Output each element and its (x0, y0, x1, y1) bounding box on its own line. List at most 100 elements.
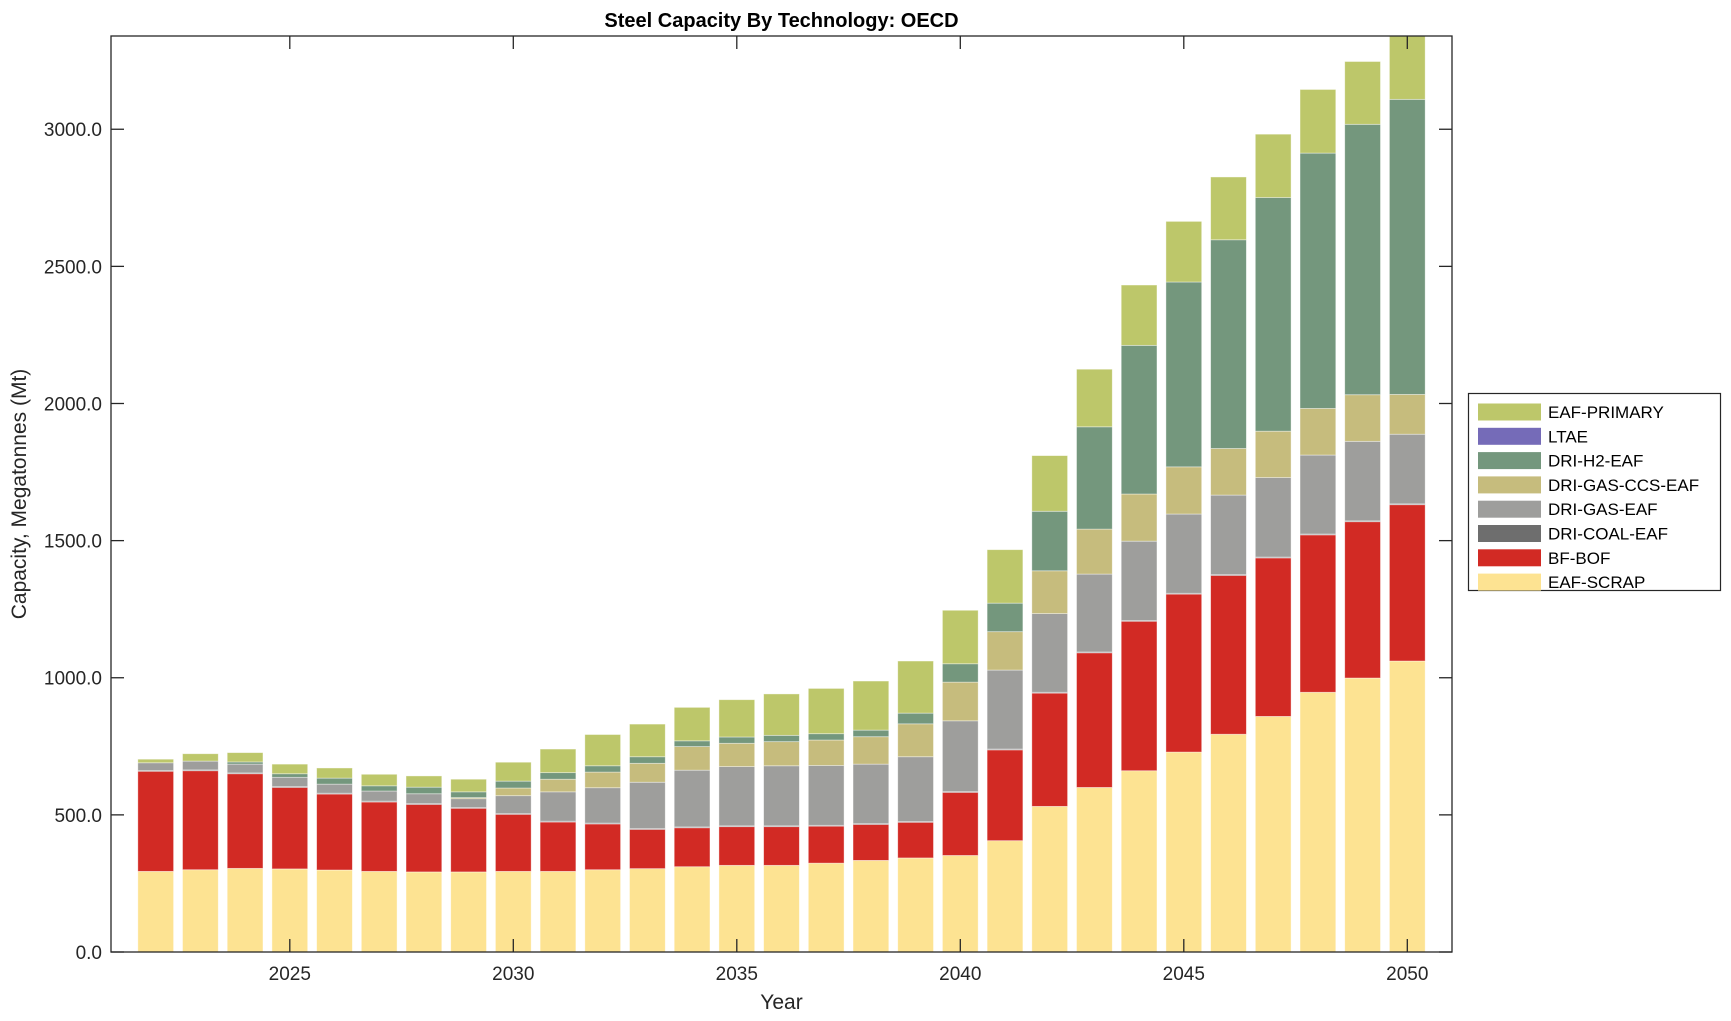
bar-eaf-scrap-2044 (1120, 770, 1158, 952)
bar-eaf-primary-2047 (1254, 133, 1292, 198)
bar-bf-bof-2036 (763, 826, 800, 866)
bar-dri-h2-eaf-2028 (405, 786, 443, 795)
bar-dri-gas-eaf-2028 (405, 793, 443, 805)
legend-label: DRI-COAL-EAF (1548, 525, 1668, 544)
bar-stack-2044 (1120, 284, 1158, 952)
bar-dri-h2-eaf-2049 (1344, 123, 1381, 396)
bar-dri-gas-ccs-eaf-2039 (897, 723, 934, 758)
bar-eaf-scrap-2042 (1031, 805, 1068, 952)
bar-dri-gas-eaf-2040 (942, 720, 979, 792)
legend-label: EAF-PRIMARY (1548, 403, 1664, 422)
bar-dri-gas-eaf-2037 (807, 765, 845, 826)
bar-dri-h2-eaf-2035 (718, 736, 756, 744)
bar-eaf-primary-2031 (539, 748, 577, 774)
bar-dri-h2-eaf-2046 (1210, 239, 1247, 449)
bar-stack-2030 (495, 761, 532, 952)
x-tick-label: 2040 (939, 964, 981, 985)
bar-eaf-scrap-2032 (584, 869, 621, 952)
bar-eaf-primary-2027 (360, 773, 398, 787)
bar-stack-2037 (807, 688, 845, 952)
bar-dri-gas-ccs-eaf-2045 (1165, 466, 1203, 515)
y-tick-label: 0.0 (76, 943, 102, 964)
bar-dri-gas-ccs-eaf-2037 (807, 739, 845, 766)
legend: EAF-PRIMARY LTAE DRI-H2-EAF DRI-GAS-CCS-EAF… (1467, 392, 1722, 592)
bar-dri-h2-eaf-2027 (360, 785, 398, 792)
bar-eaf-scrap-2029 (450, 871, 487, 952)
bar-dri-gas-ccs-eaf-2032 (584, 771, 621, 789)
bar-stack-2041 (986, 549, 1024, 952)
y-tick-label: 2500.0 (44, 257, 102, 278)
legend-swatch (1478, 500, 1541, 518)
x-tick-label: 2030 (492, 964, 534, 985)
bar-dri-h2-eaf-2036 (763, 734, 800, 743)
bar-eaf-primary-2044 (1120, 284, 1158, 346)
bar-dri-gas-eaf-2030 (495, 795, 532, 814)
bar-stack-2039 (897, 660, 934, 952)
bar-bf-bof-2045 (1165, 593, 1203, 753)
bar-dri-h2-eaf-2038 (852, 729, 890, 738)
bar-eaf-primary-2038 (852, 680, 890, 731)
bar-dri-gas-ccs-eaf-2041 (986, 631, 1024, 671)
bar-eaf-scrap-2027 (360, 870, 398, 952)
legend-swatch (1478, 427, 1541, 445)
bar-bf-bof-2043 (1076, 652, 1113, 788)
bar-eaf-scrap-2050 (1389, 660, 1426, 952)
legend-item-dri-gas-ccs-eaf: DRI-GAS-CCS-EAF (1478, 476, 1699, 495)
legend-label: EAF-SCRAP (1548, 573, 1645, 592)
x-tick-label: 2050 (1386, 964, 1428, 985)
bar-dri-gas-eaf-2029 (450, 798, 487, 808)
bar-dri-gas-eaf-2043 (1076, 573, 1113, 653)
bar-dri-gas-eaf-2023 (182, 760, 219, 771)
bar-stack-2042 (1031, 455, 1068, 952)
bar-eaf-scrap-2031 (539, 870, 577, 952)
legend-item-dri-coal-eaf: DRI-COAL-EAF (1478, 525, 1668, 544)
bar-dri-gas-ccs-eaf-2035 (718, 742, 756, 767)
bar-stack-2036 (763, 693, 800, 952)
bar-eaf-primary-2040 (942, 609, 979, 665)
bar-bf-bof-2022 (137, 770, 174, 872)
bar-dri-h2-eaf-2041 (986, 602, 1024, 633)
bar-eaf-primary-2045 (1165, 220, 1203, 283)
bar-eaf-scrap-2049 (1344, 677, 1381, 952)
bar-eaf-scrap-2039 (897, 857, 934, 952)
bar-eaf-primary-2023 (182, 753, 219, 762)
plot-frame (110, 35, 1453, 953)
bar-dri-h2-eaf-2039 (897, 712, 934, 725)
bar-eaf-scrap-2022 (137, 870, 174, 952)
legend-label: LTAE (1548, 427, 1588, 446)
legend-swatch (1478, 452, 1541, 470)
legend-label: DRI-GAS-CCS-EAF (1548, 476, 1699, 495)
bar-dri-gas-eaf-2025 (271, 776, 309, 788)
bar-eaf-primary-2026 (316, 767, 353, 779)
x-tick-label: 2045 (1163, 964, 1205, 985)
bar-dri-h2-eaf-2025 (271, 773, 309, 778)
bar-eaf-primary-2024 (226, 752, 264, 763)
bar-dri-gas-eaf-2050 (1389, 433, 1426, 505)
bar-dri-gas-eaf-2038 (852, 763, 890, 825)
bar-dri-h2-eaf-2033 (629, 756, 666, 764)
bar-dri-h2-eaf-2045 (1165, 281, 1203, 468)
bar-dri-gas-eaf-2035 (718, 766, 756, 827)
bar-dri-gas-ccs-eaf-2046 (1210, 448, 1247, 496)
bar-eaf-primary-2042 (1031, 455, 1068, 512)
legend-swatch (1478, 525, 1541, 542)
y-tick-label: 3000.0 (44, 120, 102, 141)
bar-eaf-scrap-2025 (271, 868, 309, 952)
legend-item-ltae: LTAE (1478, 427, 1588, 446)
bar-bf-bof-2031 (539, 821, 577, 872)
bar-dri-gas-ccs-eaf-2031 (539, 778, 577, 793)
legend-label: DRI-H2-EAF (1548, 452, 1643, 471)
bar-eaf-primary-2036 (763, 693, 800, 736)
bar-bf-bof-2030 (495, 813, 532, 872)
bar-bf-bof-2038 (852, 824, 890, 861)
bar-stack-2049 (1344, 61, 1381, 952)
bar-dri-gas-eaf-2045 (1165, 513, 1203, 594)
bar-bf-bof-2028 (405, 804, 443, 873)
bar-eaf-scrap-2040 (942, 855, 979, 952)
bar-eaf-primary-2030 (495, 761, 532, 782)
legend-swatch (1478, 573, 1541, 591)
bar-bf-bof-2032 (584, 823, 621, 871)
bar-eaf-scrap-2046 (1210, 733, 1247, 952)
bar-dri-h2-eaf-2031 (539, 772, 577, 780)
bar-bf-bof-2026 (316, 793, 353, 871)
